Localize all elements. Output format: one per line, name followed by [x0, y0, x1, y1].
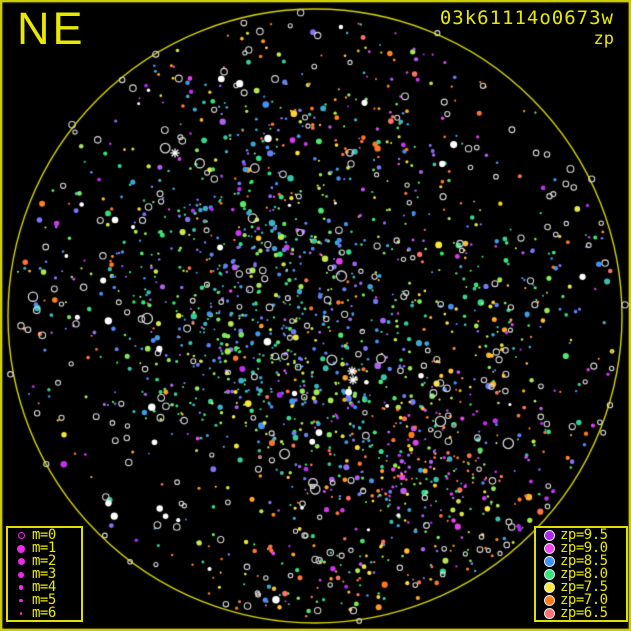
legend-label: zp=7.5: [560, 579, 608, 595]
zeropoint-marker: [543, 569, 555, 580]
legend-label: m=3: [32, 566, 56, 582]
zeropoint-legend: zp=9.5 zp=9.0 zp=8.5 zp=8.0 zp=7.5 zp=7.…: [534, 526, 628, 622]
zeropoint-marker: [543, 608, 555, 619]
zeropoint-marker: [543, 582, 555, 593]
legend-row: m=6: [10, 605, 79, 621]
zeropoint-marker: [543, 595, 555, 606]
magnitude-legend: m=0 m=1 m=2 m=3 m=4 m=5 m=6: [6, 526, 83, 622]
legend-label: m=4: [32, 579, 56, 595]
legend-label: m=0: [32, 527, 56, 543]
zeropoint-marker: [543, 556, 555, 567]
legend-row: m=1: [10, 540, 79, 556]
legend-row: zp=9.0: [538, 540, 624, 556]
legend-row: zp=8.0: [538, 566, 624, 582]
legend-label: m=5: [32, 592, 56, 608]
legend-row: m=3: [10, 566, 79, 582]
legend-row: m=5: [10, 592, 79, 608]
legend-label: zp=9.0: [560, 540, 608, 556]
legend-label: m=6: [32, 605, 56, 621]
magnitude-marker: [17, 544, 25, 553]
magnitude-marker: [19, 598, 23, 603]
zeropoint-marker: [543, 543, 555, 554]
legend-row: zp=9.5: [538, 527, 624, 543]
legend-label: zp=8.0: [560, 566, 608, 582]
legend-label: m=2: [32, 553, 56, 569]
legend-label: m=1: [32, 540, 56, 556]
magnitude-marker: [17, 558, 25, 565]
legend-row: zp=7.0: [538, 592, 624, 608]
legend-row: zp=7.5: [538, 579, 624, 595]
legend-label: zp=9.5: [560, 527, 608, 543]
magnitude-marker-ring: [17, 532, 25, 539]
exposure-title: 03k61114o0673w: [439, 7, 614, 29]
magnitude-marker: [18, 585, 24, 590]
legend-label: zp=7.0: [560, 592, 608, 608]
colormap-title: zp: [593, 29, 614, 49]
legend-row: zp=8.5: [538, 553, 624, 569]
orientation-label: NE: [17, 3, 86, 54]
magnitude-marker: [19, 612, 23, 615]
legend-label: zp=8.5: [560, 553, 608, 569]
legend-row: zp=6.5: [538, 605, 624, 621]
legend-row: m=4: [10, 579, 79, 595]
legend-row: m=0: [10, 527, 79, 543]
legend-label: zp=6.5: [560, 605, 608, 621]
legend-row: m=2: [10, 553, 79, 569]
magnitude-marker: [18, 571, 24, 578]
zeropoint-marker: [543, 530, 555, 541]
